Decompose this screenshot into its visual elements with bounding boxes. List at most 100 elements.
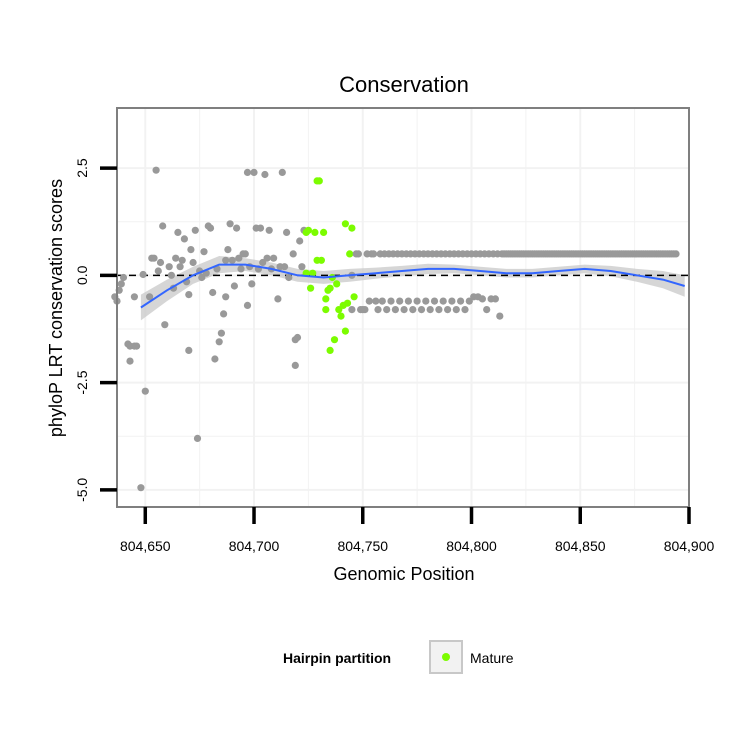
other-data-point [206,224,215,232]
other-data-point [483,306,491,314]
other-data-point [430,297,439,305]
panel-border [116,107,690,508]
mature-data-point [337,312,345,320]
other-data-point [409,306,417,314]
x-tick-label: 804,800 [446,538,497,554]
mature-data-point [309,269,317,277]
other-data-point [361,306,369,314]
y-tick-label: -2.5 [74,370,90,394]
legend-key-mature-dot [442,653,450,661]
other-data-point [289,250,297,258]
other-data-point [200,248,208,256]
other-data-point [152,166,160,174]
other-data-point [280,263,289,271]
mature-data-point [304,226,312,234]
other-data-point [417,306,426,314]
other-data-point [222,293,230,301]
other-data-point [133,342,141,350]
other-data-point [270,254,278,262]
mature-data-point [346,250,354,258]
other-data-point [391,306,399,314]
other-data-point [141,387,149,395]
other-data-point [222,256,230,264]
other-data-point [178,256,186,264]
other-data-point [491,295,499,303]
mature-data-point [311,228,319,236]
chart-title: Conservation [339,72,469,97]
other-data-point [478,295,486,303]
other-data-point [154,267,162,275]
other-data-point [126,357,134,365]
other-data-point [298,263,306,271]
other-data-point [261,170,269,179]
other-data-point [256,224,265,232]
other-data-point [672,250,680,258]
legend-entry-mature: Mature [470,650,514,666]
other-data-point [435,306,443,314]
other-data-point [372,297,380,305]
other-data-point [465,297,473,305]
other-data-point [193,434,202,442]
mature-data-point [350,293,358,301]
other-data-point [448,297,456,305]
smooth-line-layer [140,263,685,309]
other-data-point [461,306,469,314]
x-axis-label: Genomic Position [333,564,474,584]
mature-data-point [315,177,323,185]
other-data-point [137,484,145,492]
other-data-point [283,228,291,236]
other-data-point [378,297,386,305]
x-tick-label: 804,650 [120,538,171,554]
other-data-point [293,333,302,342]
other-data-point [150,254,158,262]
other-data-point [278,168,286,176]
other-data-point [217,329,225,337]
other-data-point [285,273,293,282]
other-data-point [383,306,391,314]
other-data-point [370,250,378,258]
other-data-point [226,220,234,228]
other-data-point [228,256,236,264]
other-data-point [156,258,165,267]
other-data-point [422,297,430,305]
other-data-point [233,224,241,232]
other-data-point [241,250,249,258]
other-data-point [215,338,223,346]
other-data-point [354,250,362,258]
mature-data-point [326,346,334,354]
other-data-point [167,271,175,279]
x-tick-label: 804,750 [337,538,388,554]
y-tick-label: 2.5 [74,158,90,178]
y-tick-label: -5.0 [74,478,90,502]
other-data-point [211,355,219,363]
other-data-point [457,297,465,305]
other-data-point [348,306,356,314]
other-data-point [209,288,217,297]
mature-data-point [348,224,356,232]
mature-data-point [333,280,341,288]
other-data-point [198,273,206,282]
other-data-point [426,306,434,314]
other-data-point [396,297,404,305]
mature-data-point [317,256,325,264]
x-tick-label: 804,900 [664,538,715,554]
other-data-point [187,246,195,254]
other-data-point [439,297,447,305]
other-data-point [117,280,125,288]
other-data-point [400,306,408,314]
other-data-point [220,310,228,318]
mature-data-point [343,299,352,307]
mature-data-point [322,295,330,303]
other-data-point [243,301,252,309]
other-data-point [237,265,245,273]
mature-data-point [307,284,315,292]
other-data-point [243,168,252,176]
other-data-point [452,306,460,314]
other-data-point [161,321,169,329]
other-data-point [172,254,180,262]
data-points-layer [111,166,680,492]
legend: Hairpin partition Mature [283,640,514,674]
other-data-point [365,297,373,305]
mature-data-point [341,220,349,228]
other-data-point [180,235,188,243]
